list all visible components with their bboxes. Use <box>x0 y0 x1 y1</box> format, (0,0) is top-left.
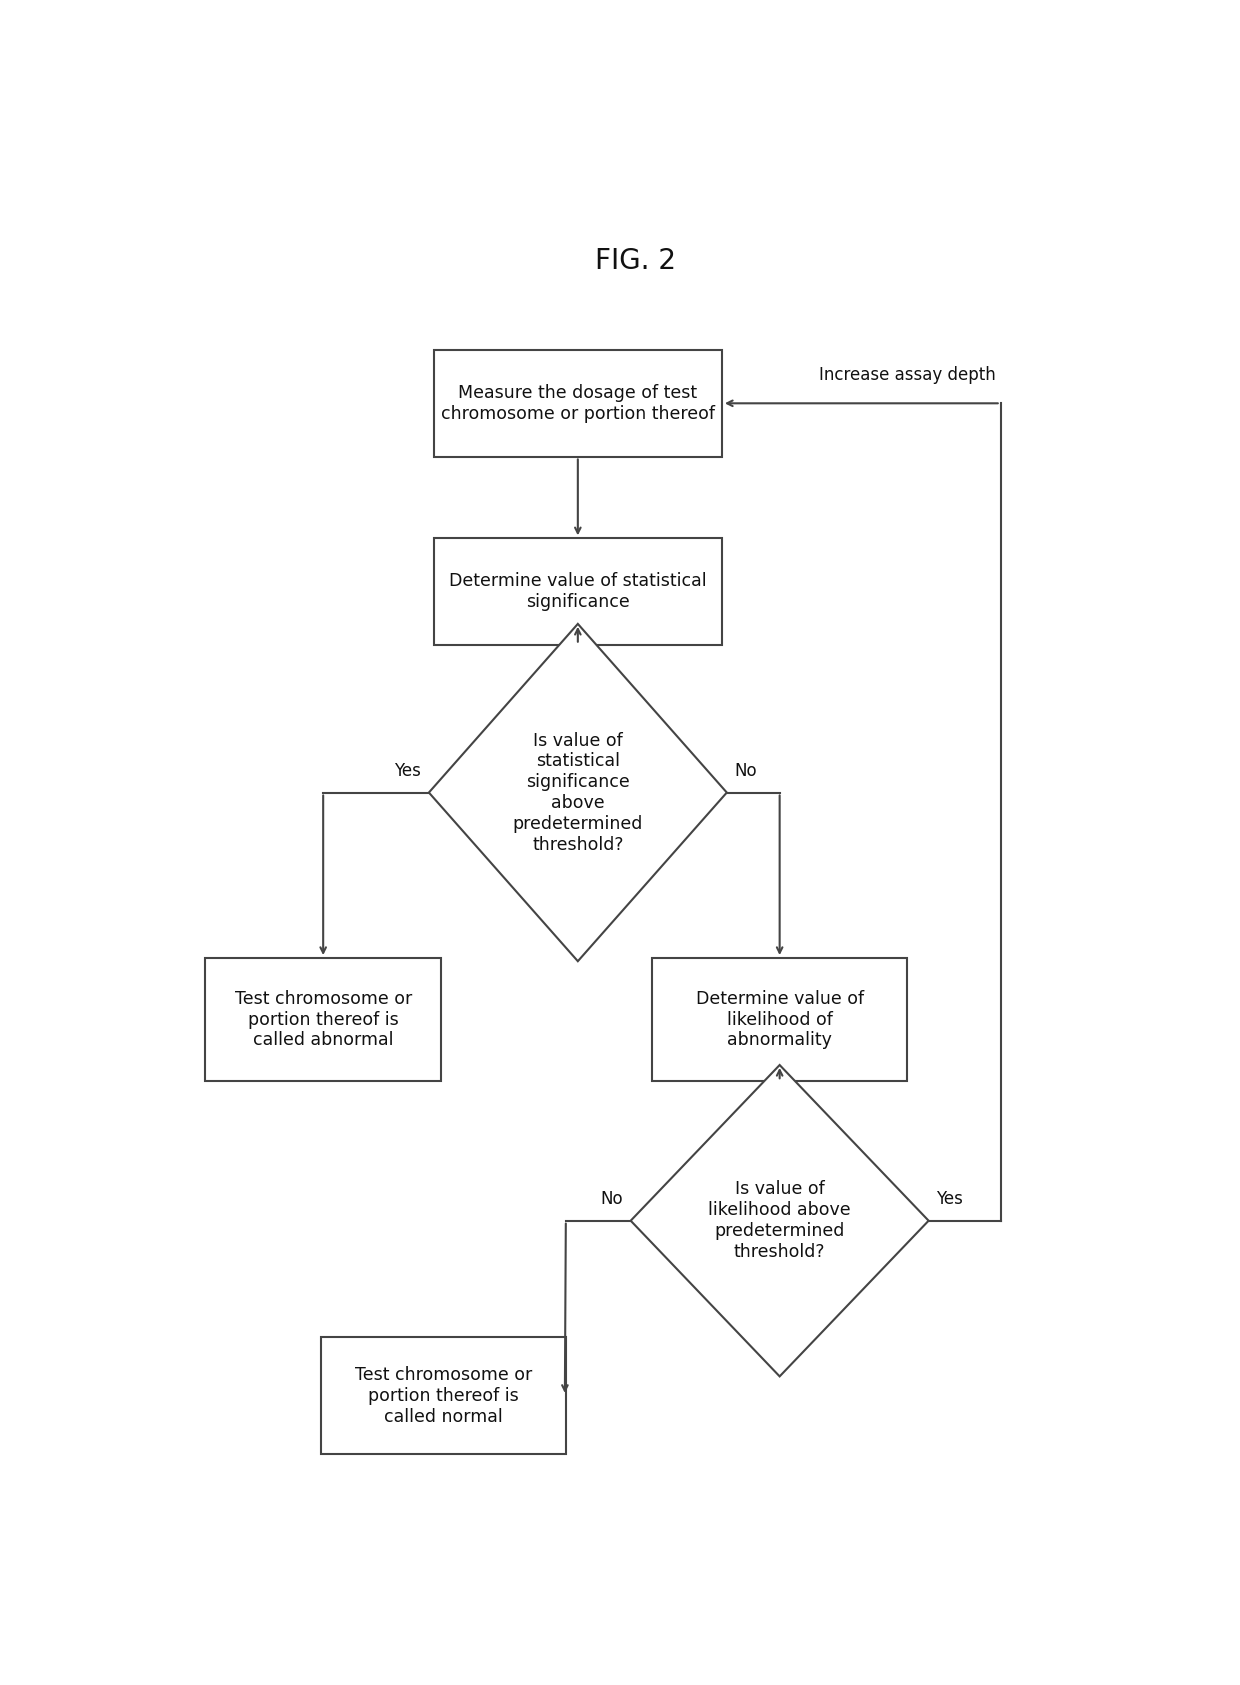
Text: Determine value of statistical
significance: Determine value of statistical significa… <box>449 571 707 612</box>
Text: FIG. 2: FIG. 2 <box>595 246 676 275</box>
FancyBboxPatch shape <box>652 959 906 1082</box>
Text: Determine value of
likelihood of
abnormality: Determine value of likelihood of abnorma… <box>696 989 864 1050</box>
FancyBboxPatch shape <box>434 350 722 457</box>
Text: Yes: Yes <box>394 762 422 780</box>
Text: Yes: Yes <box>936 1190 963 1208</box>
Text: Test chromosome or
portion thereof is
called abnormal: Test chromosome or portion thereof is ca… <box>234 989 412 1050</box>
Text: Is value of
statistical
significance
above
predetermined
threshold?: Is value of statistical significance abo… <box>512 731 644 854</box>
Text: Is value of
likelihood above
predetermined
threshold?: Is value of likelihood above predetermin… <box>708 1181 851 1260</box>
Polygon shape <box>429 623 727 960</box>
Text: No: No <box>734 762 758 780</box>
FancyBboxPatch shape <box>434 538 722 645</box>
Text: Measure the dosage of test
chromosome or portion thereof: Measure the dosage of test chromosome or… <box>441 384 714 423</box>
Polygon shape <box>631 1065 929 1377</box>
Text: No: No <box>600 1190 622 1208</box>
Text: Increase assay depth: Increase assay depth <box>820 366 996 384</box>
FancyBboxPatch shape <box>206 959 441 1082</box>
Text: Test chromosome or
portion thereof is
called normal: Test chromosome or portion thereof is ca… <box>355 1367 532 1426</box>
FancyBboxPatch shape <box>321 1338 565 1454</box>
